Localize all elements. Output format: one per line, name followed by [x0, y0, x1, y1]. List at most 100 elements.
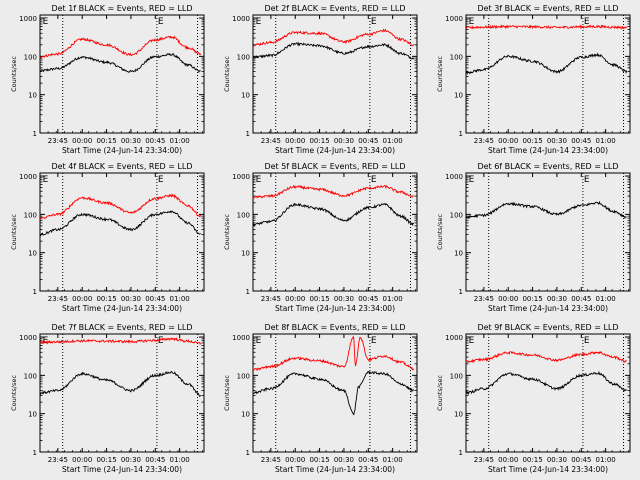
y-tick-label: 10 [241, 250, 250, 258]
x-tick-label: 00:45 [145, 137, 165, 145]
x-tick-label: 00:30 [121, 456, 141, 464]
y-tick-label: 1000 [232, 15, 250, 23]
x-tick-label: 00:15 [522, 137, 542, 145]
lld-series-line [39, 337, 202, 345]
events-series-line [465, 370, 628, 396]
x-axis-label: Start Time (24-Jun-14 23:34:00) [275, 465, 395, 474]
event-marker-label: E [469, 336, 475, 346]
lld-series-line [252, 184, 414, 199]
plot-frame [252, 172, 418, 292]
x-tick-label: 00:00 [285, 456, 305, 464]
panel-title: Det 6f BLACK = Events, RED = LLD [477, 162, 618, 171]
x-tick-label: 00:00 [285, 295, 305, 303]
x-axis-label: Start Time (24-Jun-14 23:34:00) [275, 146, 395, 155]
y-tick-label: 1000 [232, 173, 250, 181]
x-tick-label: 00:45 [145, 295, 165, 303]
plot-frame [465, 172, 631, 292]
x-tick-label: 00:00 [285, 137, 305, 145]
x-tick-label: 00:45 [358, 295, 378, 303]
x-tick-label: 00:30 [334, 456, 354, 464]
x-tick-label: 01:00 [596, 137, 616, 145]
y-tick-label: 10 [454, 250, 463, 258]
y-tick-label: 1000 [19, 334, 37, 342]
x-tick-label: 00:30 [334, 137, 354, 145]
detector-panel-4: Det 4f BLACK = Events, RED = LLD 1 10 100 10… [10, 162, 205, 313]
event-marker-label: E [256, 175, 262, 185]
x-tick-label: 23:45 [474, 137, 494, 145]
event-marker-label: E [43, 336, 49, 346]
y-tick-label: 100 [450, 211, 463, 219]
panel-title: Det 9f BLACK = Events, RED = LLD [477, 323, 618, 332]
x-tick-label: 00:00 [72, 456, 92, 464]
y-tick-label: 10 [454, 411, 463, 419]
detector-panel-2: Det 2f BLACK = Events, RED = LLD 1 10 100 10… [223, 4, 418, 155]
y-tick-label: 1000 [19, 173, 37, 181]
panel-title: Det 7f BLACK = Events, RED = LLD [51, 323, 192, 332]
y-axis-label: Counts/sec [436, 56, 444, 92]
event-marker-label: E [43, 17, 49, 27]
x-tick-label: 00:45 [571, 295, 591, 303]
y-tick-label: 1 [246, 449, 250, 457]
detector-panel-9: Det 9f BLACK = Events, RED = LLD 1 10 100 10… [436, 323, 631, 474]
x-tick-label: 00:45 [358, 456, 378, 464]
x-tick-label: 00:15 [96, 295, 116, 303]
x-tick-label: 00:15 [309, 137, 329, 145]
plot-frame [465, 14, 631, 134]
lld-series-line [465, 350, 627, 364]
plot-frame [39, 172, 205, 292]
y-tick-label: 100 [237, 53, 250, 61]
y-axis-label: Counts/sec [10, 375, 18, 411]
y-tick-label: 1 [33, 449, 37, 457]
y-tick-label: 10 [454, 92, 463, 100]
x-tick-label: 00:15 [309, 295, 329, 303]
y-tick-label: 1 [459, 449, 463, 457]
y-tick-label: 100 [237, 211, 250, 219]
y-tick-label: 100 [24, 53, 37, 61]
y-tick-label: 10 [28, 92, 37, 100]
x-tick-label: 01:00 [170, 137, 190, 145]
x-tick-label: 23:45 [261, 295, 281, 303]
y-axis-label: Counts/sec [223, 375, 231, 411]
detector-panel-5: Det 5f BLACK = Events, RED = LLD 1 10 100 10… [223, 162, 418, 313]
x-tick-label: 23:45 [48, 456, 68, 464]
y-tick-label: 10 [241, 92, 250, 100]
events-series-line [465, 200, 627, 220]
event-marker-label: E [469, 175, 475, 185]
x-tick-label: 00:00 [498, 295, 518, 303]
lld-series-line [39, 193, 202, 220]
x-tick-label: 00:00 [72, 137, 92, 145]
event-marker-label: E [256, 17, 262, 27]
events-series-line [39, 210, 201, 237]
y-axis-label: Counts/sec [10, 214, 18, 250]
y-tick-label: 1 [33, 288, 37, 296]
x-axis-label: Start Time (24-Jun-14 23:34:00) [62, 304, 182, 313]
x-tick-label: 01:00 [596, 295, 616, 303]
x-tick-label: 01:00 [170, 456, 190, 464]
event-marker-label: E [158, 336, 164, 346]
y-tick-label: 100 [24, 211, 37, 219]
events-series-line [252, 41, 415, 60]
y-tick-label: 1000 [19, 15, 37, 23]
x-axis-label: Start Time (24-Jun-14 23:34:00) [488, 146, 608, 155]
x-axis-label: Start Time (24-Jun-14 23:34:00) [488, 304, 608, 313]
x-axis-label: Start Time (24-Jun-14 23:34:00) [62, 465, 182, 474]
x-tick-label: 00:15 [522, 295, 542, 303]
event-marker-label: E [371, 336, 377, 346]
x-tick-label: 00:00 [72, 295, 92, 303]
x-axis-label: Start Time (24-Jun-14 23:34:00) [488, 465, 608, 474]
x-tick-label: 00:30 [547, 295, 567, 303]
events-series-line [39, 52, 201, 74]
x-tick-label: 00:30 [334, 295, 354, 303]
x-tick-label: 00:30 [121, 295, 141, 303]
lld-series-line [39, 35, 202, 58]
y-tick-label: 100 [450, 372, 463, 380]
x-tick-label: 01:00 [383, 295, 403, 303]
event-marker-label: E [371, 175, 377, 185]
y-tick-label: 1 [459, 288, 463, 296]
events-series-line [39, 371, 202, 397]
y-tick-label: 1 [459, 130, 463, 138]
y-tick-label: 10 [28, 250, 37, 258]
y-tick-label: 1 [246, 288, 250, 296]
x-tick-label: 23:45 [261, 137, 281, 145]
plot-frame [252, 14, 418, 134]
